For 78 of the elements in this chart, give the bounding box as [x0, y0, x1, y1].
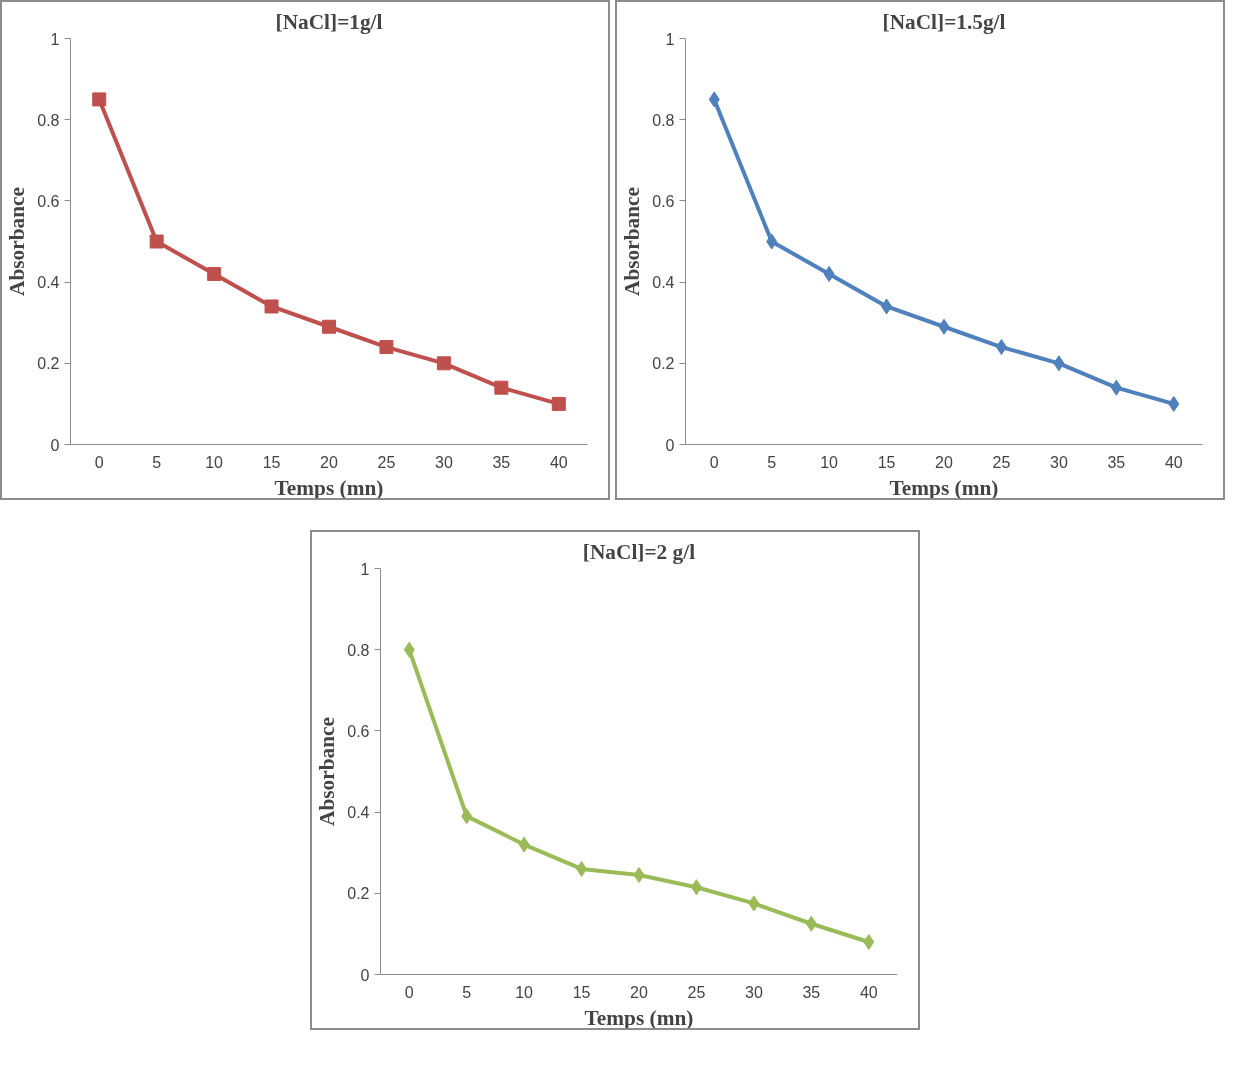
point: [576, 860, 588, 877]
y-tick-label: 0: [665, 436, 675, 454]
chart-title: [NaCl]=2 g/l: [582, 539, 696, 564]
x-tick-label: 0: [94, 453, 104, 471]
y-tick-label: 0.6: [652, 192, 675, 210]
x-tick-label: 40: [549, 453, 568, 471]
x-tick-label: 40: [859, 983, 878, 1001]
point: [1110, 379, 1122, 396]
y-tick-label: 0.6: [37, 192, 60, 210]
x-tick-label: 25: [377, 453, 396, 471]
point: [207, 266, 222, 281]
x-tick-label: 15: [572, 983, 591, 1001]
point: [149, 234, 164, 249]
y-axis-title: Absorbance: [315, 716, 340, 827]
point: [518, 836, 530, 853]
x-tick-label: 5: [462, 983, 472, 1001]
point: [863, 934, 875, 951]
y-tick-label: 0.4: [347, 804, 370, 822]
x-tick-label: 20: [935, 453, 953, 471]
y-tick-label: 0.8: [347, 641, 370, 659]
x-tick-label: 25: [992, 453, 1011, 471]
x-tick-label: 30: [434, 453, 453, 471]
point: [494, 380, 509, 395]
point: [1053, 355, 1065, 372]
point: [403, 641, 415, 658]
x-tick-label: 20: [320, 453, 338, 471]
y-tick-label: 0.8: [37, 111, 60, 129]
chart-title: [NaCl]=1g/l: [275, 9, 383, 34]
y-tick-label: 0.2: [347, 885, 370, 903]
point: [995, 339, 1007, 356]
y-tick-label: 1: [50, 30, 60, 48]
x-tick-label: 5: [767, 453, 777, 471]
y-tick-label: 0: [50, 436, 60, 454]
chart-title: [NaCl]=1.5g/l: [882, 9, 1006, 34]
point: [461, 808, 473, 825]
y-tick-label: 0.2: [37, 355, 60, 373]
point: [938, 318, 950, 335]
y-tick-label: 0.4: [37, 274, 60, 292]
x-tick-label: 35: [1107, 453, 1126, 471]
x-tick-label: 35: [492, 453, 511, 471]
y-tick-label: 1: [665, 30, 675, 48]
point: [379, 340, 394, 355]
point: [690, 879, 702, 896]
y-tick-label: 0.2: [652, 355, 675, 373]
point: [322, 319, 336, 334]
x-tick-label: 10: [205, 453, 224, 471]
y-tick-label: 0.4: [652, 274, 675, 292]
point: [436, 356, 451, 371]
x-tick-label: 10: [515, 983, 534, 1001]
x-tick-label: 0: [404, 983, 414, 1001]
x-tick-label: 30: [1049, 453, 1068, 471]
y-tick-label: 0.8: [652, 111, 675, 129]
y-axis-title: Absorbance: [5, 186, 30, 297]
x-tick-label: 30: [744, 983, 763, 1001]
x-tick-label: 5: [152, 453, 162, 471]
x-tick-label: 25: [687, 983, 706, 1001]
point: [92, 92, 107, 107]
point: [708, 91, 720, 108]
y-axis-title: Absorbance: [620, 186, 645, 297]
point: [1168, 395, 1180, 412]
point: [633, 867, 645, 884]
point: [551, 396, 566, 411]
x-tick-label: 15: [877, 453, 896, 471]
point: [264, 299, 279, 314]
point: [823, 265, 835, 282]
x-tick-label: 0: [709, 453, 719, 471]
point: [748, 895, 760, 912]
point: [881, 298, 893, 315]
x-tick-label: 10: [820, 453, 839, 471]
x-tick-label: 35: [802, 983, 821, 1001]
y-tick-label: 0.6: [347, 722, 370, 740]
y-tick-label: 1: [360, 560, 370, 578]
y-tick-label: 0: [360, 966, 370, 984]
point: [805, 915, 817, 932]
x-tick-label: 20: [630, 983, 648, 1001]
point: [766, 233, 778, 250]
x-tick-label: 40: [1164, 453, 1183, 471]
x-tick-label: 15: [262, 453, 281, 471]
